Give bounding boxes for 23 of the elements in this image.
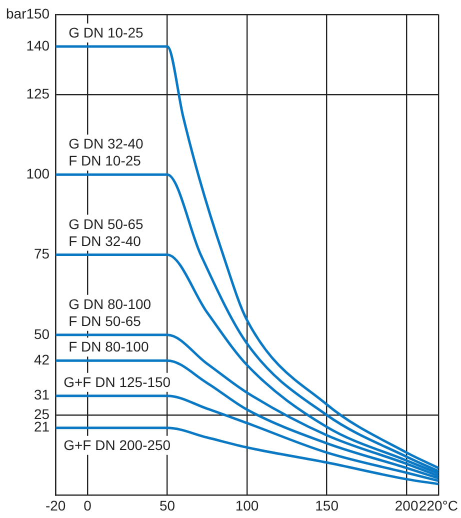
series-label: G DN 32-40 F DN 10-25 bbox=[68, 136, 144, 169]
y-tick-label: 140 bbox=[26, 37, 50, 54]
x-tick-label: 100 bbox=[235, 497, 259, 514]
series-label: F DN 80-100 bbox=[68, 338, 149, 355]
y-tick-label: bar150 bbox=[6, 5, 50, 22]
series-label: G DN 10-25 bbox=[68, 24, 144, 40]
series-label: G+F DN 125-150 bbox=[64, 374, 171, 390]
y-tick-label: 125 bbox=[26, 85, 50, 102]
line-series bbox=[56, 45, 438, 470]
y-tick-label: 75 bbox=[34, 246, 50, 262]
y-tick-label: 100 bbox=[26, 166, 50, 182]
series-label: G DN 80-100 F DN 50-65 bbox=[68, 296, 152, 329]
x-tick-label: 0 bbox=[84, 497, 92, 514]
y-tick-label: 42 bbox=[34, 351, 50, 368]
x-tick-label: -20 bbox=[45, 497, 66, 514]
x-tick-label: 220°C bbox=[418, 497, 458, 514]
x-tick-label: 200 bbox=[394, 497, 418, 514]
y-tick-label: 50 bbox=[34, 326, 50, 342]
series-label: G+F DN 200-250 bbox=[64, 436, 171, 453]
x-tick-label: 50 bbox=[159, 497, 176, 514]
series-label: G DN 50-65 F DN 32-40 bbox=[68, 216, 144, 249]
x-tick-label: 150 bbox=[315, 497, 339, 514]
y-tick-label: 31 bbox=[34, 386, 50, 403]
